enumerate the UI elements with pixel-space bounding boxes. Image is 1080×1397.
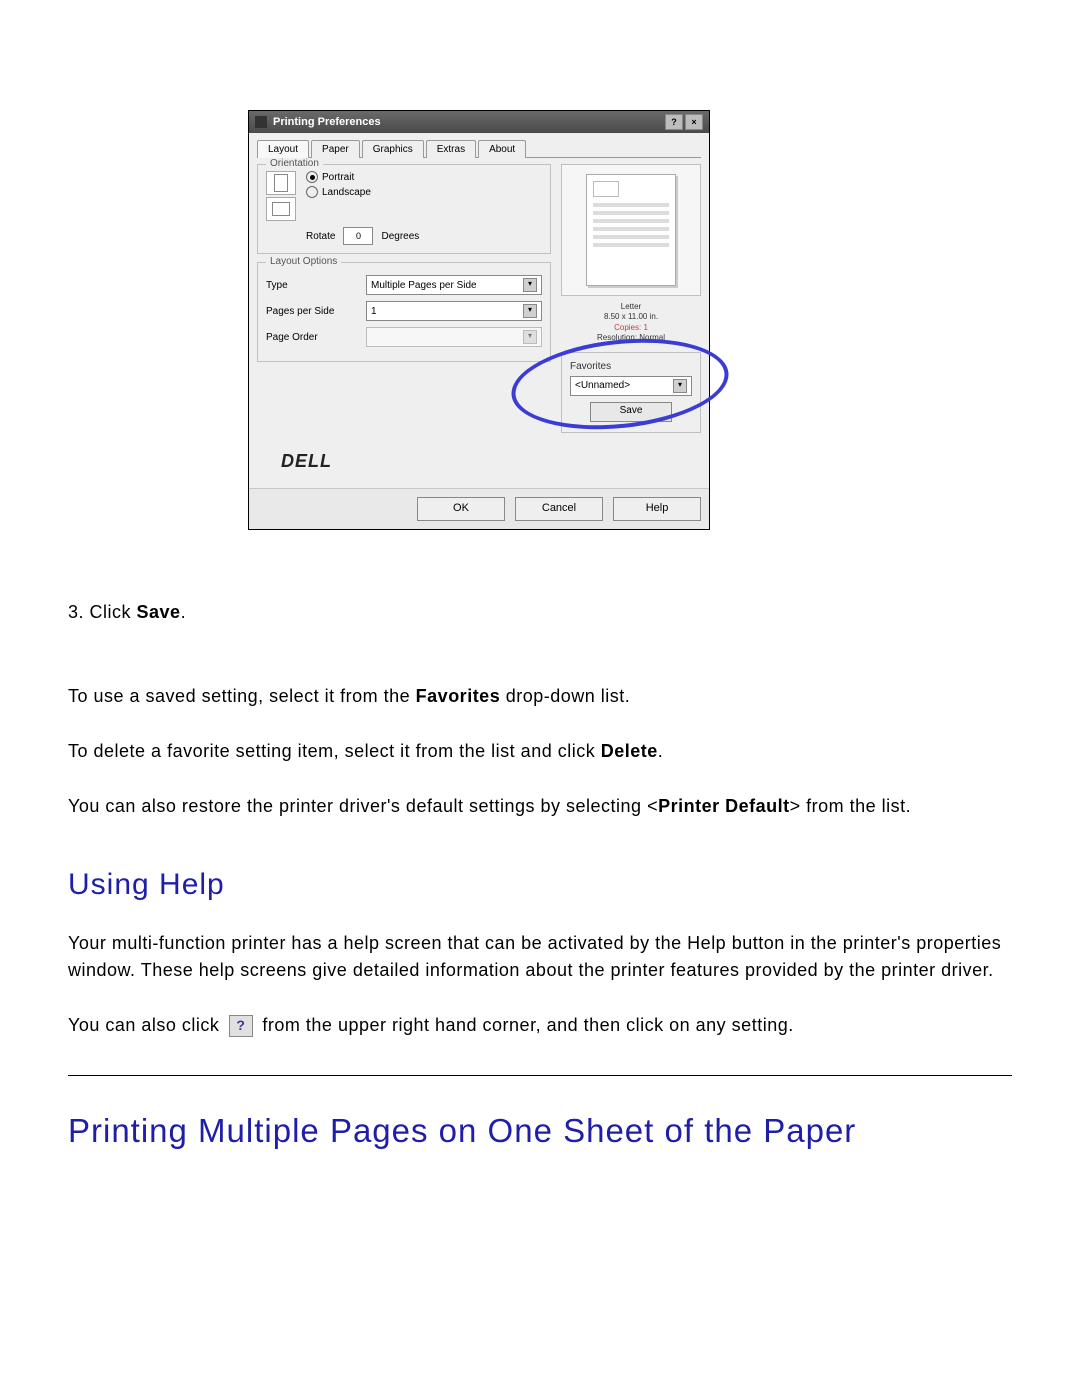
app-icon: [255, 116, 267, 128]
dialog-footer: OK Cancel Help: [249, 488, 709, 529]
preview-page-icon: [586, 174, 676, 286]
step-3: 3. Click Save.: [0, 602, 1080, 623]
page-preview: [561, 164, 701, 296]
context-help-icon: ?: [229, 1015, 253, 1037]
chevron-down-icon: ▾: [673, 379, 687, 393]
p1c: drop-down list.: [500, 686, 630, 706]
radio-portrait[interactable]: [306, 171, 318, 183]
tab-about[interactable]: About: [478, 140, 526, 158]
type-select[interactable]: Multiple Pages per Side ▾: [366, 275, 542, 295]
tab-layout[interactable]: Layout: [257, 140, 309, 158]
preview-dims: 8.50 x 11.00 in.: [561, 312, 701, 322]
paragraph-favorites-delete: To delete a favorite setting item, selec…: [68, 738, 1012, 765]
pages-per-side-select[interactable]: 1 ▾: [366, 301, 542, 321]
step-3-suffix: .: [181, 602, 187, 622]
type-label: Type: [266, 280, 356, 291]
p1a: To use a saved setting, select it from t…: [68, 686, 416, 706]
preview-resolution: Resolution: Normal: [561, 333, 701, 343]
p3b: Printer Default: [658, 796, 790, 816]
p5b: from the upper right hand corner, and th…: [257, 1015, 794, 1035]
paragraph-favorites-use: To use a saved setting, select it from t…: [68, 683, 1012, 710]
favorites-label: Favorites: [570, 361, 692, 372]
rotate-spinner[interactable]: 0: [343, 227, 373, 245]
p1b: Favorites: [416, 686, 501, 706]
type-select-value: Multiple Pages per Side: [371, 280, 477, 291]
step-3-bold: Save: [137, 602, 181, 622]
p3c: > from the list.: [790, 796, 912, 816]
tab-bar: Layout Paper Graphics Extras About: [257, 139, 701, 158]
radio-landscape-label: Landscape: [322, 187, 371, 198]
pages-per-side-value: 1: [371, 306, 377, 317]
paragraph-help-2: You can also click ? from the upper righ…: [68, 1012, 1012, 1039]
p2c: .: [658, 741, 664, 761]
chevron-down-icon: ▾: [523, 330, 537, 344]
orientation-group-label: Orientation: [266, 158, 323, 169]
radio-landscape[interactable]: [306, 186, 318, 198]
printing-preferences-dialog: Printing Preferences ? × Layout Paper Gr…: [248, 110, 710, 530]
chevron-down-icon: ▾: [523, 304, 537, 318]
landscape-icon: [266, 197, 296, 221]
rotate-unit: Degrees: [381, 231, 419, 242]
help-button[interactable]: Help: [613, 497, 701, 521]
pages-per-side-label: Pages per Side: [266, 306, 356, 317]
dialog-titlebar: Printing Preferences ? ×: [249, 111, 709, 133]
paragraph-help-1: Your multi-function printer has a help s…: [68, 930, 1012, 984]
favorites-save-button[interactable]: Save: [590, 402, 672, 422]
p3a: You can also restore the printer driver'…: [68, 796, 658, 816]
chevron-down-icon: ▾: [523, 278, 537, 292]
tab-extras[interactable]: Extras: [426, 140, 476, 158]
preview-copies: Copies: 1: [561, 323, 701, 333]
layout-options-group-label: Layout Options: [266, 256, 341, 267]
paragraph-printer-default: You can also restore the printer driver'…: [68, 793, 1012, 820]
favorites-group: Favorites <Unnamed> ▾ Save: [561, 352, 701, 433]
heading-using-help: Using Help: [68, 868, 1012, 902]
dialog-title: Printing Preferences: [273, 116, 381, 128]
close-button[interactable]: ×: [685, 114, 703, 130]
context-help-button[interactable]: ?: [665, 114, 683, 130]
heading-multiple-pages: Printing Multiple Pages on One Sheet of …: [68, 1112, 1012, 1150]
cancel-button[interactable]: Cancel: [515, 497, 603, 521]
favorites-select[interactable]: <Unnamed> ▾: [570, 376, 692, 396]
brand-logo: DELL: [257, 433, 701, 478]
p2b: Delete: [601, 741, 658, 761]
section-divider: [68, 1075, 1012, 1076]
p2a: To delete a favorite setting item, selec…: [68, 741, 601, 761]
page-order-label: Page Order: [266, 332, 356, 343]
preview-size: Letter: [561, 302, 701, 312]
preview-info: Letter 8.50 x 11.00 in. Copies: 1 Resolu…: [561, 302, 701, 344]
rotate-label: Rotate: [306, 231, 335, 242]
tab-graphics[interactable]: Graphics: [362, 140, 424, 158]
orientation-group: Orientation Portrait: [257, 164, 551, 254]
favorites-value: <Unnamed>: [575, 380, 630, 391]
p5a: You can also click: [68, 1015, 225, 1035]
ok-button[interactable]: OK: [417, 497, 505, 521]
portrait-icon: [266, 171, 296, 195]
tab-paper[interactable]: Paper: [311, 140, 360, 158]
layout-options-group: Layout Options Type Multiple Pages per S…: [257, 262, 551, 362]
step-3-prefix: 3. Click: [68, 602, 137, 622]
radio-portrait-label: Portrait: [322, 172, 354, 183]
page-order-select: ▾: [366, 327, 542, 347]
